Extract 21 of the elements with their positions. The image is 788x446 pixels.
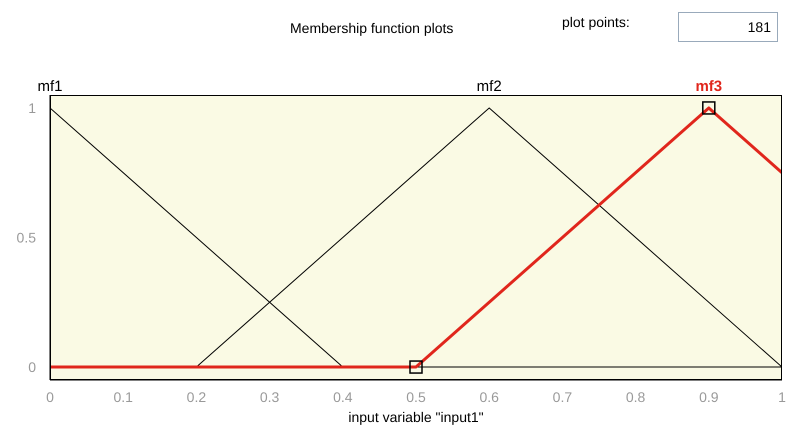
text-field: 181 [678, 12, 778, 42]
x-tick-label: 0 [46, 388, 54, 405]
x-tick-label: 0.7 [552, 388, 572, 405]
x-tick-label: 0.5 [406, 388, 426, 405]
x-tick-label: 0.8 [626, 388, 646, 405]
x-tick-label: 0.1 [113, 388, 134, 405]
x-axis-title: input variable "input1" [348, 409, 484, 425]
chart-title: Membership function plots [290, 20, 454, 36]
x-tick-label: 0.2 [186, 388, 206, 405]
series-label: mf3 [694, 78, 724, 95]
series-label: mf2 [476, 78, 503, 95]
x-tick-label: 0.4 [333, 388, 353, 405]
x-tick-label: 0.3 [260, 388, 280, 405]
y-tick-label: 0 [28, 359, 36, 376]
x-tick-label: 0.9 [699, 388, 719, 405]
y-tick-label: 1 [28, 100, 36, 116]
x-tick-label: 1 [778, 388, 786, 405]
x-tick-label: 0.6 [479, 388, 500, 405]
y-tick-label: 0.5 [16, 229, 36, 246]
text: plot points: [562, 14, 630, 30]
series-label: mf1 [36, 78, 64, 95]
